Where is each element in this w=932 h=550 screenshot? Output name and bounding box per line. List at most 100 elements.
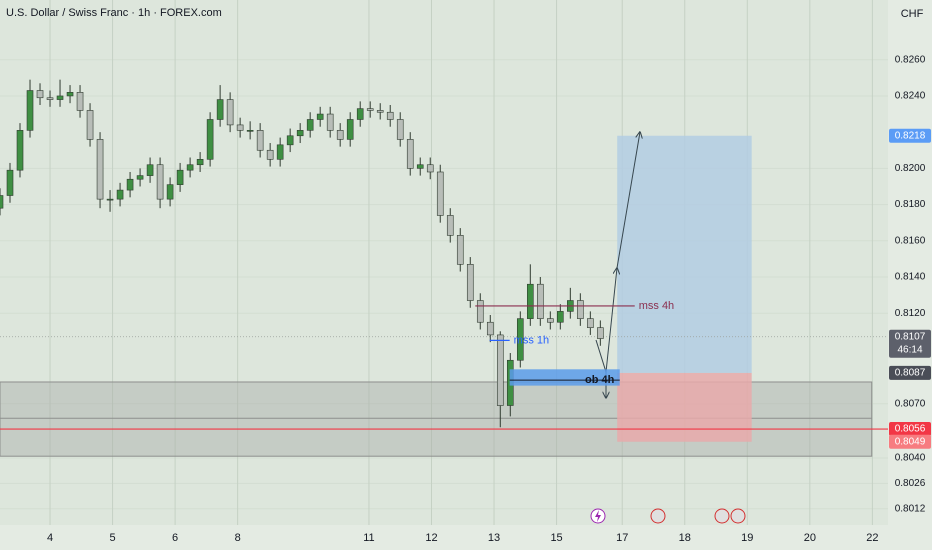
candle-body <box>416 164 424 169</box>
time-axis <box>0 525 888 550</box>
candle-body <box>36 90 44 99</box>
y-tick-label: 0.8260 <box>895 54 926 65</box>
x-tick-label: 18 <box>679 532 691 544</box>
candle-body <box>476 300 484 323</box>
candle-body <box>266 149 274 160</box>
candle-body <box>96 139 104 200</box>
candle-body <box>0 195 4 209</box>
candle-body <box>597 327 604 339</box>
y-tick-label: 0.8240 <box>895 91 926 102</box>
candle-body <box>366 108 374 111</box>
candle-body <box>326 113 334 131</box>
candle-body <box>426 164 434 173</box>
candle-body <box>166 184 174 200</box>
candle-body <box>516 318 524 361</box>
y-tick-label: 0.8160 <box>895 235 926 246</box>
event-icon <box>730 508 746 524</box>
candle-body <box>176 169 184 185</box>
candle-body <box>446 215 454 236</box>
chart-title: U.S. Dollar / Swiss Franc · 1h · FOREX.c… <box>6 7 222 19</box>
candle-body <box>356 108 364 120</box>
order-block-label: ob 4h <box>585 374 615 386</box>
candle-body <box>226 99 234 126</box>
candle-body <box>196 159 204 166</box>
price-badge <box>889 422 931 437</box>
y-tick-label: 0.8026 <box>895 478 926 489</box>
price-axis <box>888 0 932 550</box>
currency-label: CHF <box>901 8 924 20</box>
candle-body <box>156 164 164 200</box>
candle-body <box>126 178 134 191</box>
candle-body <box>86 110 94 140</box>
candle-body <box>46 97 54 100</box>
price-badge-label: 0.8087 <box>895 368 926 379</box>
candle-body <box>577 300 584 319</box>
price-badge <box>889 329 931 358</box>
stop-zone <box>617 372 752 442</box>
candle-body <box>547 318 554 323</box>
candle-body <box>406 139 414 169</box>
candle-body <box>486 321 494 336</box>
candle-body <box>557 311 564 323</box>
x-tick-label: 4 <box>47 532 53 544</box>
x-tick-label: 8 <box>235 532 241 544</box>
price-badge-label: 0.8107 <box>895 331 926 342</box>
price-badge <box>889 434 931 449</box>
countdown-label: 46:14 <box>897 344 922 355</box>
candle-body <box>136 175 144 180</box>
event-icons <box>590 508 746 524</box>
projection-arrow <box>595 339 607 373</box>
candle-body <box>106 198 114 201</box>
axis-labels: 0.8260 0.8240 0.8200 0.8180 0.8160 0.8140 0.81… <box>47 54 931 544</box>
candle-body <box>16 130 24 171</box>
candle-body <box>436 171 444 216</box>
candle-body <box>526 283 534 319</box>
candle-body <box>456 235 464 265</box>
event-icon <box>714 508 730 524</box>
x-tick-label: 19 <box>741 532 753 544</box>
y-tick-label: 0.8180 <box>895 199 926 210</box>
y-tick-label: 0.8200 <box>895 163 926 174</box>
candle-body <box>66 92 74 97</box>
y-tick-label: 0.8040 <box>895 453 926 464</box>
candle-body <box>146 164 154 176</box>
candle-body <box>537 283 544 319</box>
candle-body <box>306 119 314 131</box>
candle-body <box>286 135 294 146</box>
candle-body <box>246 130 254 132</box>
candle-body <box>186 164 194 171</box>
x-tick-label: 17 <box>616 532 628 544</box>
candle-body <box>216 99 224 120</box>
projection-arrow <box>616 132 640 269</box>
candle-body <box>116 189 124 200</box>
event-icon <box>595 510 601 522</box>
candle-body <box>56 95 64 100</box>
candle-body <box>26 90 34 131</box>
y-tick-label: 0.8140 <box>895 272 926 283</box>
candle-body <box>256 130 264 151</box>
candle-body <box>276 144 284 160</box>
level-label: mss 4h <box>639 300 674 312</box>
x-tick-label: 6 <box>172 532 178 544</box>
candle-body <box>76 92 84 111</box>
candle-body <box>236 124 244 131</box>
x-tick-label: 12 <box>425 532 437 544</box>
candle-body <box>296 130 304 137</box>
candle-body <box>6 169 14 196</box>
projection-arrow <box>605 268 617 373</box>
x-tick-label: 15 <box>550 532 562 544</box>
candle-body <box>346 119 354 140</box>
candle-body <box>386 111 394 120</box>
candle-body <box>396 119 404 140</box>
target-zone <box>617 135 752 373</box>
y-tick-label: 0.8120 <box>895 308 926 319</box>
candle-body <box>466 264 474 301</box>
candle-body <box>316 113 324 120</box>
candle-body <box>376 110 384 113</box>
price-badge <box>889 365 931 380</box>
price-badge-label: 0.8049 <box>895 436 926 447</box>
price-badge-label: 0.8056 <box>895 424 926 435</box>
price-badge-label: 0.8218 <box>895 130 926 141</box>
price-badge <box>889 128 931 143</box>
